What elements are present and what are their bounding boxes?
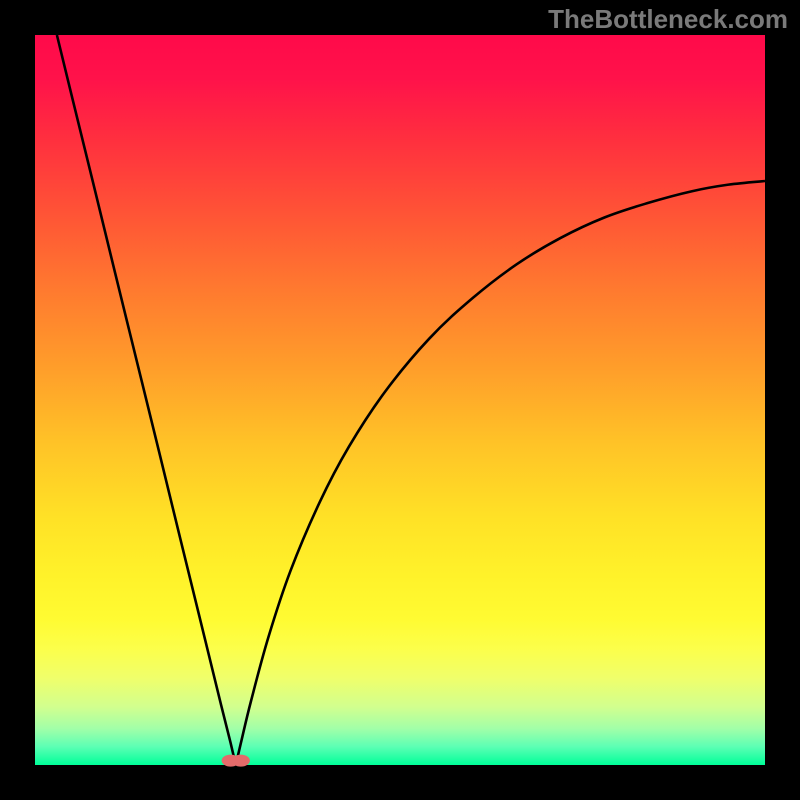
- watermark-text: TheBottleneck.com: [548, 4, 788, 35]
- optimal-marker: [232, 755, 250, 767]
- bottleneck-chart: [0, 0, 800, 800]
- chart-frame: [0, 0, 800, 800]
